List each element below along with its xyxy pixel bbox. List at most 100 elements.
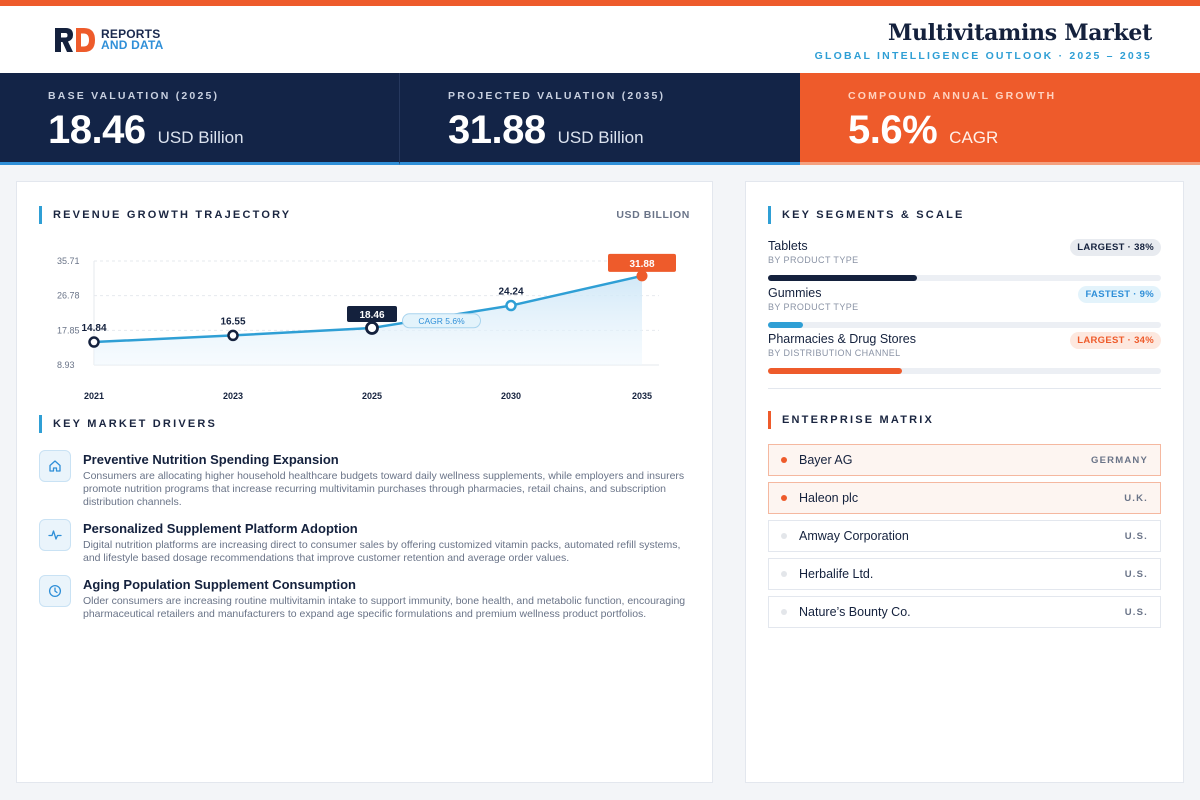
segment-bar-fill [768,322,804,328]
enterprise-section-title: ENTERPRISE MATRIX [768,411,934,429]
stat-value: 18.46 [48,108,146,152]
segment-badge: LARGEST · 34% [1070,332,1161,349]
status-dot [781,457,787,463]
company-country: U.K. [1124,492,1148,504]
segment-gummies: Gummies BY PRODUCT TYPE FASTEST · 9% [768,286,1161,328]
page-title: Multivitamins Market [887,20,1152,46]
stat-value: 31.88 [448,108,546,152]
segment-bar-fill [768,368,902,374]
segment-name: Pharmacies & Drug Stores [768,332,916,346]
list-item: Personalized Supplement Platform Adoptio… [39,519,689,565]
brand-line-1: REPORTS [101,27,161,41]
stat-base-valuation: BASE VALUATION (2025) 18.46 USD Billion [0,73,400,165]
x-tick-label: 2023 [223,391,243,401]
company-name: Herbalife Ltd. [799,567,874,581]
rd-logo-icon [55,28,95,52]
company-country: U.S. [1124,568,1148,580]
segments-section-title: KEY SEGMENTS & SCALE [768,206,965,224]
segments-enterprise-card: KEY SEGMENTS & SCALE Tablets BY PRODUCT … [745,181,1184,783]
stat-unit: USD Billion [157,128,244,147]
y-tick-label: 26.78 [57,291,80,301]
segment-category: BY PRODUCT TYPE [768,302,859,312]
segment-bar-track [768,275,1161,281]
data-label: 16.55 [220,316,245,327]
stat-label: BASE VALUATION (2025) [48,90,220,102]
company-country: U.S. [1124,606,1148,618]
enterprise-row-haleon[interactable]: Haleon plc U.K. [768,482,1161,514]
stat-label: COMPOUND ANNUAL GROWTH [848,90,1057,102]
segment-category: BY DISTRIBUTION CHANNEL [768,348,901,358]
company-country: GERMANY [1091,454,1148,466]
company-name: Nature’s Bounty Co. [799,605,911,619]
data-label: 14.84 [81,323,106,334]
revenue-growth-chart: 35.71 26.78 17.85 8.93 2021 2023 2025 2030 2035 C… [57,253,676,401]
segment-category: BY PRODUCT TYPE [768,255,859,265]
data-point [227,329,239,342]
segment-badge: LARGEST · 38% [1070,239,1161,256]
stat-projected-valuation: PROJECTED VALUATION (2035) 31.88 USD Bil… [400,73,800,165]
driver-title: Personalized Supplement Platform Adoptio… [83,521,358,536]
value-label-box [608,253,676,272]
area-fill [94,275,642,365]
stats-bar: BASE VALUATION (2025) 18.46 USD Billion … [0,73,1200,165]
brand-logo[interactable]: REPORTS AND DATA [55,28,163,52]
y-tick-label: 35.71 [57,256,80,266]
data-label: 31.88 [629,259,654,270]
brand-name: REPORTS AND DATA [101,27,164,52]
status-dot [781,571,787,577]
company-name: Bayer AG [799,453,853,467]
enterprise-row-herbalife[interactable]: Herbalife Ltd. U.S. [768,558,1161,590]
segment-badge: FASTEST · 9% [1078,286,1161,303]
page-subtitle: GLOBAL INTELLIGENCE OUTLOOK · 2025 – 203… [814,50,1152,62]
y-tick-label: 17.85 [57,325,80,335]
stat-label: PROJECTED VALUATION (2035) [448,90,666,102]
driver-description: Digital nutrition platforms are increasi… [83,539,681,564]
status-dot [781,609,787,615]
data-label: 24.24 [498,287,523,298]
segment-bar-track [768,368,1161,374]
driver-title: Aging Population Supplement Consumption [83,577,356,592]
cagr-pill [402,313,481,329]
list-item: Preventive Nutrition Spending Expansion … [39,450,689,509]
stat-value: 5.6% [848,108,938,152]
drivers-list: Preventive Nutrition Spending Expansion … [39,450,689,621]
data-point [505,299,517,312]
cagr-pill-label: CAGR 5.6% [418,316,465,326]
data-point [636,270,648,282]
section-divider [768,388,1161,389]
enterprise-row-amway[interactable]: Amway Corporation U.S. [768,520,1161,552]
chart-unit-note: USD BILLION [616,209,690,221]
enterprise-row-natures-bounty[interactable]: Nature’s Bounty Co. U.S. [768,596,1161,628]
segment-tablets: Tablets BY PRODUCT TYPE LARGEST · 38% [768,239,1161,281]
activity-icon [39,519,71,551]
company-country: U.S. [1124,530,1148,542]
data-point [365,321,379,335]
data-point [88,336,100,348]
stat-cagr: COMPOUND ANNUAL GROWTH 5.6% CAGR [800,73,1200,165]
enterprise-row-bayer[interactable]: Bayer AG GERMANY [768,444,1161,476]
company-name: Amway Corporation [799,529,909,543]
value-label-box [347,305,397,322]
x-tick-label: 2025 [362,391,382,401]
status-dot [781,533,787,539]
segment-name: Tablets [768,239,808,253]
segment-bar-track [768,322,1161,328]
segment-pharmacies: Pharmacies & Drug Stores BY DISTRIBUTION… [768,332,1161,374]
home-icon [39,450,71,482]
revenue-drivers-card: REVENUE GROWTH TRAJECTORY USD BILLION 35… [16,181,713,783]
brand-line-2: AND DATA [101,38,164,52]
x-tick-label: 2021 [84,391,104,401]
revenue-section-title: REVENUE GROWTH TRAJECTORY [39,206,291,224]
list-item: Aging Population Supplement Consumption … [39,575,689,621]
status-dot [781,495,787,501]
x-tick-label: 2035 [632,391,652,401]
segment-bar-fill [768,275,918,281]
driver-description: Consumers are allocating higher househol… [83,470,685,508]
segment-name: Gummies [768,286,822,300]
drivers-section-title: KEY MARKET DRIVERS [39,415,217,433]
driver-description: Older consumers are increasing routine m… [83,595,686,620]
driver-title: Preventive Nutrition Spending Expansion [83,452,339,467]
stat-unit: CAGR [949,128,999,147]
company-name: Haleon plc [799,491,859,505]
data-label: 18.46 [359,310,384,321]
